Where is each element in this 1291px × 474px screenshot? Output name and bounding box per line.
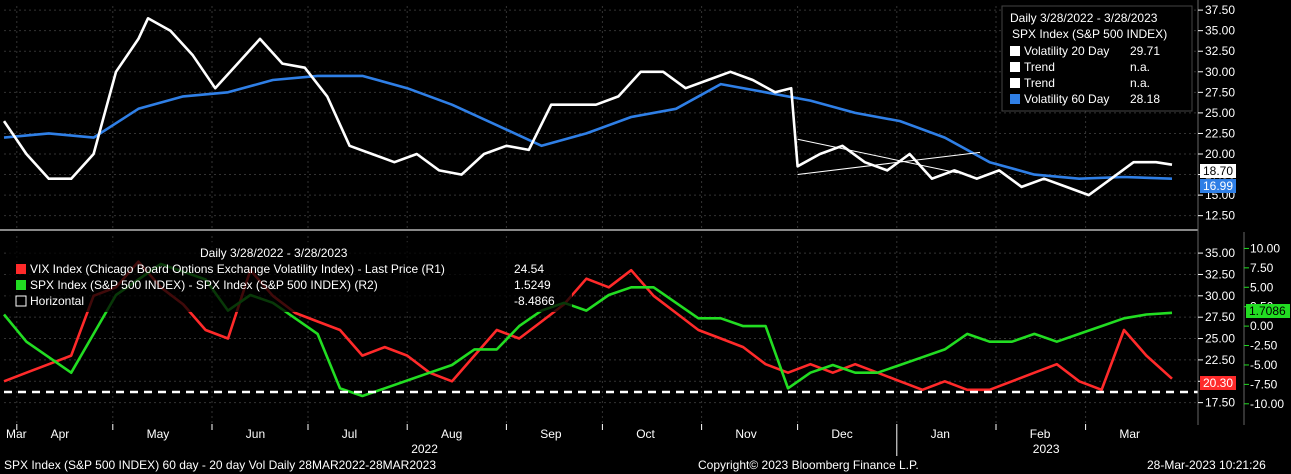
- legend-swatch: [1010, 94, 1020, 104]
- x-month-label: Sep: [540, 427, 562, 441]
- last-tag-text: 20.30: [1203, 376, 1233, 390]
- bottom-right-ytick-label: 5.00: [1250, 280, 1274, 294]
- bottom-left-ytick-label: 22.50: [1205, 353, 1235, 367]
- bottom-right-ytick-label: 10.00: [1250, 241, 1280, 255]
- bottom-right-ytick-label: 0.00: [1250, 319, 1274, 333]
- legend-swatch: [1010, 78, 1020, 88]
- legend-swatch: [16, 264, 26, 274]
- x-month-label: Feb: [1030, 427, 1051, 441]
- top-ytick-label: 32.50: [1205, 44, 1235, 58]
- top-legend[interactable]: Daily 3/28/2022 - 3/28/2023 SPX Index (S…: [1001, 5, 1193, 112]
- top-legend-item-0: Volatility 20 Day 29.71: [1010, 44, 1160, 58]
- legend-value: n.a.: [1130, 76, 1150, 90]
- legend-swatch: [15, 295, 27, 307]
- bottom-right-ytick-label: -5.00: [1250, 358, 1278, 372]
- last-tag-bg: [1200, 164, 1236, 178]
- bottom-last-tag-1: 20.30: [1200, 376, 1236, 390]
- x-month-label: Oct: [636, 427, 655, 441]
- last-tag-bg: [1246, 304, 1290, 318]
- legend-value: 29.71: [1130, 44, 1160, 58]
- legend-value: 28.18: [1130, 92, 1160, 106]
- legend-label: VIX Index (Chicago Board Options Exchang…: [30, 262, 445, 276]
- top-legend-item-1: Trend n.a.: [1010, 60, 1150, 74]
- last-tag-text: 18.70: [1203, 164, 1233, 178]
- last-tag-bg: [1200, 376, 1236, 390]
- trend-line: [797, 138, 958, 174]
- top-ytick-label: 20.00: [1205, 147, 1235, 161]
- bottom-right-ytick-label: -10.00: [1250, 397, 1284, 411]
- bottom-left-ytick-label: 25.00: [1205, 332, 1235, 346]
- x-month-label: Apr: [51, 427, 70, 441]
- bottom-legend[interactable]: Daily 3/28/2022 - 3/28/2023 VIX Index (C…: [8, 242, 572, 312]
- legend-label: SPX Index (S&P 500 INDEX) - SPX Index (S…: [30, 278, 378, 292]
- top-ytick-label: 35.00: [1205, 24, 1235, 38]
- legend-swatch: [16, 280, 26, 290]
- x-month-label: Mar: [6, 427, 27, 441]
- bottom-series-line: [3, 260, 1173, 392]
- last-tag-bg: [1200, 179, 1236, 193]
- x-month-label: Dec: [831, 427, 852, 441]
- top-ytick-label: 30.00: [1205, 65, 1235, 79]
- x-year-label: 2023: [1033, 442, 1060, 456]
- x-month-label: Aug: [441, 427, 462, 441]
- footer-copyright: Copyright© 2023 Bloomberg Finance L.P.: [698, 458, 919, 472]
- last-tag-text: 1.7086: [1249, 304, 1286, 318]
- legend-value: 1.5249: [514, 278, 551, 292]
- x-month-label: Nov: [735, 427, 756, 441]
- bottom-legend-item-1: SPX Index (S&P 500 INDEX) - SPX Index (S…: [16, 278, 551, 292]
- bottom-legend-period: Daily 3/28/2022 - 3/28/2023: [200, 246, 348, 260]
- top-legend-security: SPX Index (S&P 500 INDEX): [1012, 27, 1167, 41]
- legend-label: Volatility 20 Day: [1024, 44, 1109, 58]
- top-legend-item-2: Trend n.a.: [1010, 76, 1150, 90]
- x-axis: Mar Apr May Jun Jul Aug Sep Oct Nov Dec Jan Feb Mar 2…: [6, 424, 1140, 456]
- bottom-right-ytick-label: -7.50: [1250, 377, 1278, 391]
- bottom-legend-item-2: Horizontal -8.4866: [15, 294, 555, 308]
- top-legend-item-3: Volatility 60 Day 28.18: [1010, 92, 1160, 106]
- footer-left: SPX Index (S&P 500 INDEX) 60 day - 20 da…: [4, 458, 437, 472]
- x-year-label: 2022: [411, 442, 438, 456]
- legend-swatch: [1010, 46, 1020, 56]
- legend-swatch: [1010, 62, 1020, 72]
- bottom-left-ytick-label: 17.50: [1205, 396, 1235, 410]
- bottom-left-ytick-label: 35.00: [1205, 246, 1235, 260]
- top-legend-period: Daily 3/28/2022 - 3/28/2023: [1010, 11, 1158, 25]
- top-ytick-label: 37.50: [1205, 3, 1235, 17]
- legend-label: Trend: [1024, 76, 1055, 90]
- footer-timestamp: 28-Mar-2023 10:21:26: [1147, 458, 1266, 472]
- top-panel-series: [2, 17, 1173, 197]
- top-ytick-label: 25.00: [1205, 106, 1235, 120]
- bottom-right-ytick-label: 7.50: [1250, 261, 1274, 275]
- legend-value: n.a.: [1130, 60, 1150, 74]
- top-series-line: [3, 74, 1173, 180]
- legend-label: Horizontal: [30, 294, 84, 308]
- legend-value: 24.54: [514, 262, 544, 276]
- legend-value: -8.4866: [514, 294, 555, 308]
- bottom-left-ytick-label: 27.50: [1205, 310, 1235, 324]
- top-series-line: [2, 17, 1173, 197]
- bottom-legend-item-0: VIX Index (Chicago Board Options Exchang…: [16, 262, 544, 276]
- x-month-label: Jun: [246, 427, 265, 441]
- top-last-tag-1: 16.99: [1200, 179, 1236, 193]
- legend-label: Volatility 60 Day: [1024, 92, 1109, 106]
- top-ytick-label: 22.50: [1205, 126, 1235, 140]
- top-ytick-label: 12.50: [1205, 209, 1235, 223]
- bottom-left-ytick-label: 32.50: [1205, 267, 1235, 281]
- x-month-label: Mar: [1119, 427, 1140, 441]
- x-month-label: Jul: [342, 427, 357, 441]
- bottom-left-ytick-label: 30.00: [1205, 289, 1235, 303]
- last-tag-text: 16.99: [1203, 179, 1233, 193]
- legend-label: Trend: [1024, 60, 1055, 74]
- trend-line: [797, 151, 981, 176]
- bottom-last-tag-0: 1.7086: [1246, 304, 1290, 318]
- top-last-tag-0: 18.70: [1200, 164, 1236, 178]
- x-month-label: May: [147, 427, 170, 441]
- x-month-label: Jan: [931, 427, 950, 441]
- bottom-right-ytick-label: -2.50: [1250, 339, 1278, 353]
- top-ytick-label: 27.50: [1205, 85, 1235, 99]
